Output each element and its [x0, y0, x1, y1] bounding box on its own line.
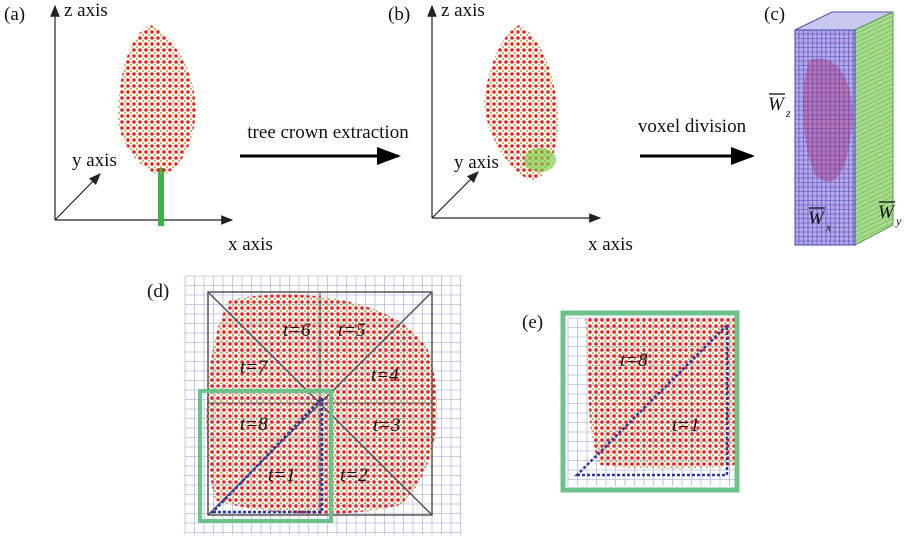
sector-label: t=8 [620, 350, 648, 371]
axis-label: y axis [454, 152, 499, 173]
arrow-label: voxel division [638, 116, 747, 137]
subscript: y [895, 214, 902, 228]
sector-label: t=7 [240, 357, 269, 378]
sector-label: t=1 [672, 415, 700, 436]
arrow-label: tree crown extraction [247, 122, 409, 143]
symbol: W [808, 208, 826, 229]
sector-label: t=4 [371, 365, 399, 386]
panel-b: (b) z axis y axis x axis [388, 0, 633, 255]
sector-label: t=6 [283, 320, 311, 341]
panel-label: (b) [388, 4, 410, 25]
axis-label: x axis [228, 234, 273, 255]
tree-crown [118, 25, 196, 175]
panel-label: (c) [764, 4, 785, 25]
sector-label: t=5 [338, 320, 366, 341]
panel-label: (e) [522, 312, 543, 333]
panel-label: (a) [4, 4, 25, 25]
panel-d: (d) t=6 t=5 t=7 t=4 t=8 t=3 t=1 t=2 [147, 276, 462, 535]
axis-label: y axis [72, 150, 117, 171]
panel-a: (a) z axis y axis x axis [4, 0, 273, 255]
crown-base [524, 148, 556, 172]
symbol: W [768, 94, 786, 115]
subscript: z [785, 106, 791, 120]
y-axis [55, 174, 100, 220]
symbol: W [878, 202, 896, 223]
sector-label: t=1 [268, 465, 296, 486]
panel-label: (d) [147, 281, 169, 302]
sector-label: t=2 [340, 465, 368, 486]
trunk [158, 168, 164, 226]
y-axis [432, 172, 478, 218]
axis-label: x axis [588, 234, 633, 255]
sector-label: t=3 [373, 415, 401, 436]
subscript: x [825, 220, 832, 234]
sector-label: t=8 [240, 414, 268, 435]
axis-label: z axis [64, 0, 108, 21]
figure: (a) z axis y axis x axis tree crown extr… [0, 0, 907, 537]
axis-label: z axis [441, 0, 485, 21]
panel-e: (e) t=8 t=1 [522, 312, 737, 490]
